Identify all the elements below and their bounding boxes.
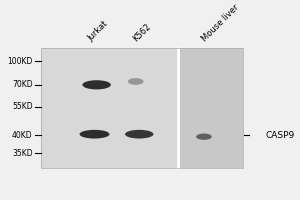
Ellipse shape <box>80 130 110 139</box>
Text: 100KD: 100KD <box>7 57 33 66</box>
Bar <box>181 48 243 168</box>
Ellipse shape <box>128 78 143 85</box>
Text: 40KD: 40KD <box>12 131 33 140</box>
Bar <box>41 48 178 168</box>
Text: K562: K562 <box>131 22 153 43</box>
Text: 35KD: 35KD <box>12 149 33 158</box>
Ellipse shape <box>196 134 212 140</box>
Text: Mouse liver: Mouse liver <box>200 2 240 43</box>
Text: 55KD: 55KD <box>12 102 33 111</box>
Text: Jurkat: Jurkat <box>86 19 110 43</box>
Text: CASP9: CASP9 <box>266 131 295 140</box>
Ellipse shape <box>125 130 154 139</box>
Ellipse shape <box>82 80 111 89</box>
Bar <box>41 48 243 168</box>
Text: 70KD: 70KD <box>12 80 33 89</box>
